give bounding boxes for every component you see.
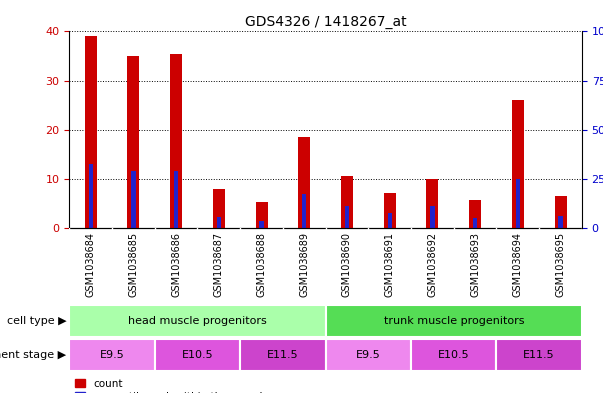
Bar bbox=[302, 193, 306, 228]
Text: trunk muscle progenitors: trunk muscle progenitors bbox=[384, 316, 524, 326]
Bar bbox=[69, 339, 155, 371]
Text: E10.5: E10.5 bbox=[182, 350, 213, 360]
Bar bbox=[388, 213, 392, 228]
Bar bbox=[469, 200, 481, 228]
Bar bbox=[558, 216, 563, 228]
Bar bbox=[555, 196, 566, 228]
Text: GSM1038688: GSM1038688 bbox=[256, 232, 267, 297]
Title: GDS4326 / 1418267_at: GDS4326 / 1418267_at bbox=[245, 15, 406, 29]
Bar bbox=[259, 220, 264, 228]
Bar bbox=[384, 193, 396, 228]
Bar bbox=[84, 37, 96, 228]
Text: development stage ▶: development stage ▶ bbox=[0, 350, 66, 360]
Text: E11.5: E11.5 bbox=[523, 350, 555, 360]
Bar bbox=[426, 179, 438, 228]
Text: cell type ▶: cell type ▶ bbox=[7, 316, 66, 326]
Bar bbox=[131, 171, 136, 228]
Bar bbox=[512, 100, 524, 228]
Text: E10.5: E10.5 bbox=[438, 350, 470, 360]
Bar bbox=[174, 171, 178, 228]
Bar bbox=[326, 305, 582, 337]
Text: E9.5: E9.5 bbox=[356, 350, 380, 360]
Bar bbox=[411, 339, 496, 371]
Bar bbox=[256, 202, 268, 228]
Legend: count, percentile rank within the sample: count, percentile rank within the sample bbox=[75, 378, 269, 393]
Text: GSM1038689: GSM1038689 bbox=[299, 232, 309, 297]
Text: E11.5: E11.5 bbox=[267, 350, 298, 360]
Bar bbox=[170, 53, 182, 228]
Text: GSM1038687: GSM1038687 bbox=[214, 232, 224, 297]
Text: GSM1038693: GSM1038693 bbox=[470, 232, 480, 297]
Text: GSM1038686: GSM1038686 bbox=[171, 232, 181, 297]
Bar bbox=[127, 56, 139, 228]
Text: GSM1038695: GSM1038695 bbox=[555, 232, 566, 297]
Bar bbox=[89, 164, 93, 228]
Text: GSM1038694: GSM1038694 bbox=[513, 232, 523, 297]
Bar bbox=[345, 206, 349, 228]
Bar bbox=[155, 339, 240, 371]
Bar bbox=[240, 339, 326, 371]
Text: GSM1038690: GSM1038690 bbox=[342, 232, 352, 297]
Bar bbox=[473, 218, 477, 228]
Bar bbox=[516, 179, 520, 228]
Bar bbox=[298, 137, 310, 228]
Text: head muscle progenitors: head muscle progenitors bbox=[128, 316, 267, 326]
Bar bbox=[341, 176, 353, 228]
Bar bbox=[69, 305, 326, 337]
Text: E9.5: E9.5 bbox=[99, 350, 124, 360]
Bar bbox=[213, 189, 225, 228]
Bar bbox=[216, 217, 221, 228]
Bar bbox=[431, 206, 435, 228]
Bar bbox=[496, 339, 582, 371]
Text: GSM1038685: GSM1038685 bbox=[128, 232, 139, 297]
Text: GSM1038691: GSM1038691 bbox=[385, 232, 395, 297]
Text: GSM1038684: GSM1038684 bbox=[86, 232, 96, 297]
Bar bbox=[326, 339, 411, 371]
Text: GSM1038692: GSM1038692 bbox=[428, 232, 437, 297]
